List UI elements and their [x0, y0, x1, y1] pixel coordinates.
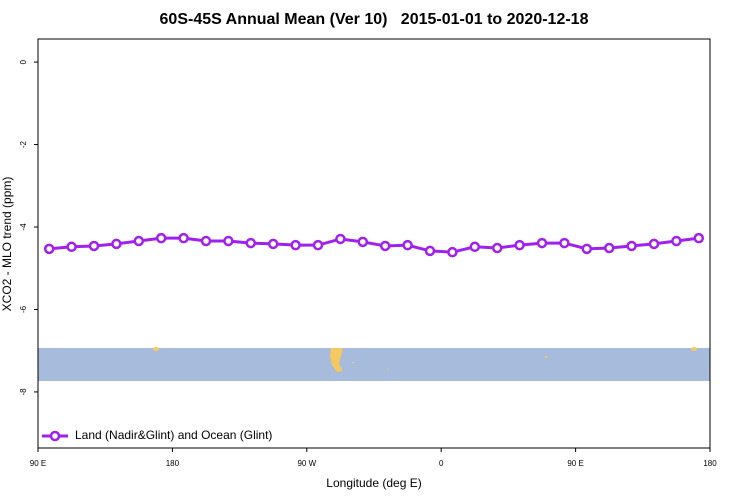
data-point — [626, 240, 637, 252]
y-tick-label: -4 — [19, 223, 28, 231]
y-tick-label: 0 — [19, 59, 28, 64]
data-point — [133, 235, 145, 247]
y-axis-label: XCO2 - MLO trend (ppm) — [0, 177, 14, 312]
data-point — [379, 240, 391, 252]
y-tick-label: -8 — [19, 388, 28, 396]
data-point — [66, 241, 77, 253]
data-point — [671, 235, 682, 247]
x-tick-label: 180 — [166, 459, 180, 468]
data-point — [559, 237, 570, 249]
x-tick-label: 90 E — [567, 459, 583, 468]
data-point — [335, 233, 346, 245]
data-point — [43, 243, 55, 255]
legend-marker — [49, 430, 61, 442]
x-tick-label: 90 W — [297, 459, 316, 468]
data-point — [581, 243, 593, 255]
legend-label: Land (Nadir&Glint) and Ocean (Glint) — [75, 428, 272, 442]
data-point — [200, 235, 212, 247]
plot-frame — [37, 38, 711, 449]
data-point — [357, 236, 369, 248]
data-point — [402, 239, 413, 251]
x-tick-label: 0 — [439, 459, 444, 468]
y-tick-label: -2 — [19, 140, 28, 148]
data-point — [290, 239, 301, 251]
chart-title: 60S-45S Annual Mean (Ver 10) 2015-01-01 … — [160, 11, 589, 28]
x-axis-label: Longitude (deg E) — [326, 476, 421, 490]
data-point — [155, 232, 167, 244]
data-point — [223, 235, 234, 247]
data-point — [312, 239, 324, 251]
data-point — [491, 242, 503, 254]
data-point — [693, 232, 705, 244]
data-point — [267, 238, 279, 250]
data-point — [603, 242, 615, 254]
data-point — [424, 245, 436, 257]
x-tick-label: 180 — [703, 459, 717, 468]
data-point — [536, 237, 548, 249]
data-point — [648, 238, 660, 250]
series-line — [49, 236, 699, 254]
map-strip — [38, 347, 710, 381]
x-tick-label: 90 E — [30, 459, 46, 468]
data-point — [88, 240, 100, 252]
data-point — [111, 238, 122, 250]
data-point — [469, 241, 481, 253]
data-point — [447, 246, 458, 258]
y-tick-label: -6 — [19, 305, 28, 313]
data-point — [245, 237, 257, 249]
data-point — [514, 239, 525, 251]
data-point — [178, 232, 189, 244]
